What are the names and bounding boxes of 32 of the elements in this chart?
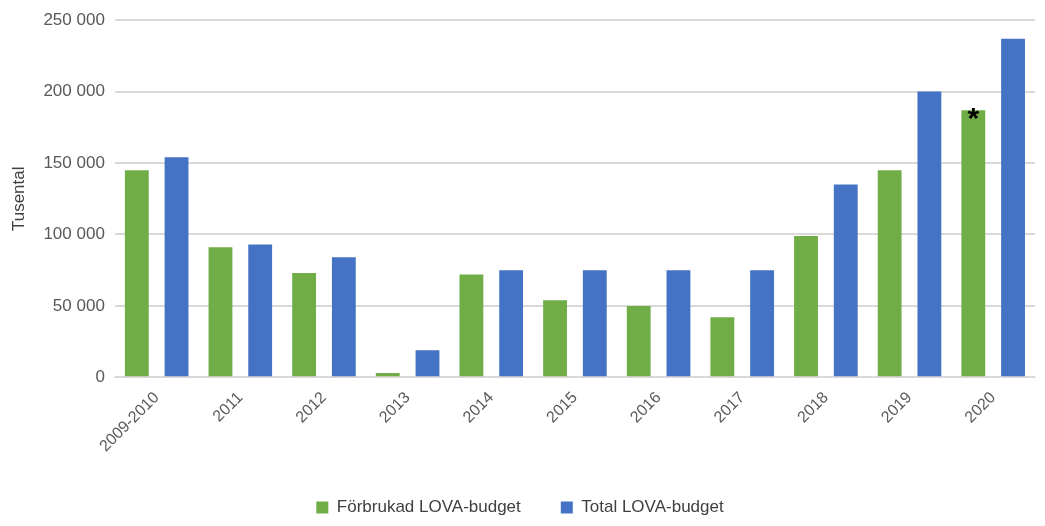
bar bbox=[582, 270, 607, 377]
bar bbox=[124, 170, 149, 377]
bar bbox=[543, 300, 567, 377]
bar bbox=[833, 184, 858, 377]
bar bbox=[626, 305, 651, 377]
bar bbox=[961, 110, 986, 377]
bar bbox=[375, 373, 400, 377]
bar bbox=[666, 270, 691, 377]
y-tick-label: 200 000 bbox=[43, 81, 105, 101]
bar bbox=[292, 273, 317, 377]
bar bbox=[248, 244, 273, 377]
bar bbox=[459, 274, 484, 377]
y-axis-title: Tusental bbox=[8, 166, 28, 232]
bar bbox=[499, 270, 524, 377]
annotation: * bbox=[967, 101, 980, 135]
bar bbox=[1001, 38, 1025, 377]
bar bbox=[877, 170, 902, 377]
bar bbox=[794, 235, 818, 377]
bar bbox=[750, 270, 775, 377]
legend-label: Total LOVA-budget bbox=[581, 497, 724, 517]
y-tick-label: 100 000 bbox=[43, 224, 105, 244]
bar bbox=[164, 157, 189, 377]
bar bbox=[415, 350, 440, 377]
bar bbox=[917, 91, 942, 377]
bar bbox=[710, 317, 735, 377]
y-tick-label: 150 000 bbox=[43, 152, 105, 172]
bar bbox=[331, 257, 356, 377]
y-tick-label: 0 bbox=[95, 367, 105, 387]
y-tick-label: 50 000 bbox=[52, 295, 105, 315]
y-tick-label: 250 000 bbox=[43, 9, 105, 29]
bar bbox=[208, 247, 233, 377]
legend-label: Förbrukad LOVA-budget bbox=[336, 497, 522, 517]
